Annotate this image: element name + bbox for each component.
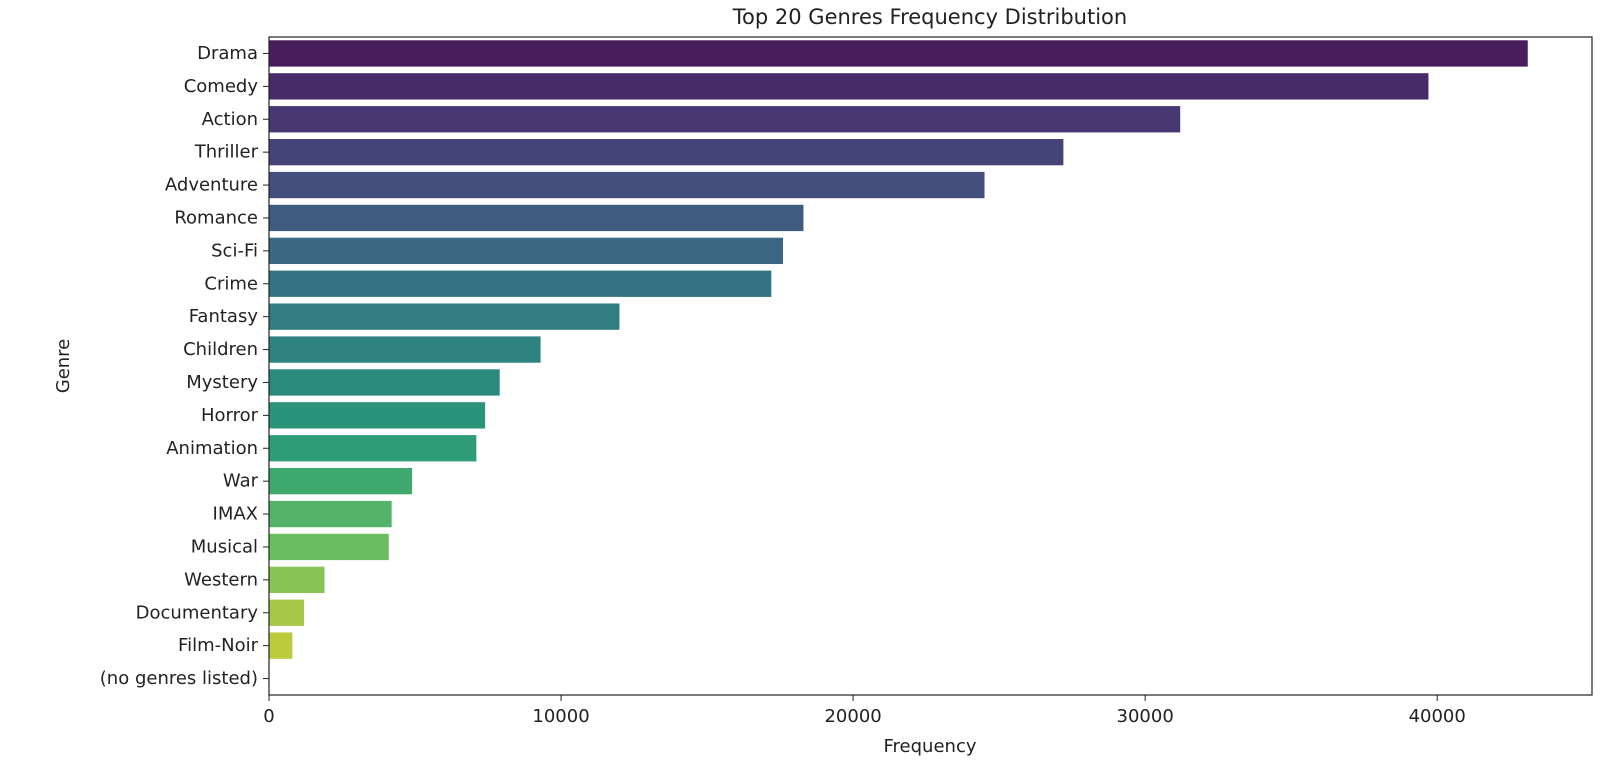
y-tick-label: Animation [166,438,258,459]
bar-romance [269,204,804,232]
y-tick-label: Musical [191,536,258,557]
y-tick-label: Film-Noir [178,635,259,656]
y-tick-label: Adventure [165,175,258,196]
bar-western [269,566,325,594]
y-axis-label: Genre [53,339,74,394]
bar-imax [269,500,392,528]
y-tick-label: Western [184,569,258,590]
y-tick-label: Action [202,109,258,130]
y-tick-label: IMAX [213,504,258,525]
y-tick-label: (no genres listed) [100,668,258,689]
y-tick-label: Horror [201,405,259,426]
bar-drama [269,40,1528,67]
x-tick-label: 20000 [824,706,881,727]
bar-film-noir [269,632,293,659]
bar-war [269,467,413,495]
x-tick-label: 30000 [1117,706,1174,727]
bar-thriller [269,138,1064,166]
bar-animation [269,435,477,462]
bar-horror [269,402,486,429]
y-tick-label: Romance [174,207,258,228]
bar-documentary [269,599,305,626]
bar-children [269,336,541,363]
y-tick-label: Documentary [136,602,259,623]
bar-adventure [269,171,985,199]
x-tick-label: 10000 [532,706,589,727]
y-axis-ticks: Drama Comedy Action Thriller Adventure Romanc… [100,43,269,689]
bar-comedy [269,73,1429,100]
y-tick-label: Fantasy [189,306,259,327]
chart-title: Top 20 Genres Frequency Distribution [732,5,1127,29]
bar-crime [269,270,772,297]
bars-layer [269,40,1528,659]
y-tick-label: Sci-Fi [211,240,258,261]
bar-musical [269,533,389,561]
y-tick-label: Thriller [194,142,259,163]
bar-action [269,106,1181,133]
bar-mystery [269,369,500,396]
bar-fantasy [269,303,620,330]
y-tick-label: Crime [204,273,258,294]
y-tick-label: Drama [197,43,258,64]
x-tick-label: 0 [263,706,274,727]
y-tick-label: Mystery [186,372,258,393]
plot-frame [268,36,1593,696]
y-tick-label: War [223,471,259,492]
bar-sci-fi [269,237,784,265]
y-tick-label: Children [183,339,258,360]
x-axis-label: Frequency [884,736,977,757]
y-tick-label: Comedy [184,76,259,97]
x-axis-ticks: 0 10000 20000 30000 40000 [263,695,1466,727]
x-tick-label: 40000 [1409,706,1466,727]
